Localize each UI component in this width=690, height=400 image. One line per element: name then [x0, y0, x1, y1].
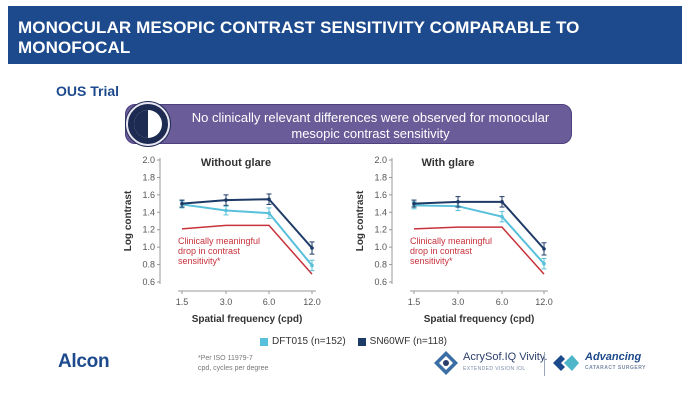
advancing-title: Advancing — [585, 351, 642, 363]
brand-divider — [544, 352, 545, 376]
chart1-sn60wf-point — [180, 201, 184, 206]
chart2-y-tick-label: 2.0 — [374, 155, 387, 165]
chart1-threshold-label-line: sensitivity* — [178, 256, 221, 266]
chart2-x-tick-label: 3.0 — [452, 297, 465, 307]
chart2-dft015-point — [542, 261, 546, 266]
lens-emblem-icon — [434, 351, 458, 375]
chart2-dft015-line — [413, 204, 545, 265]
legend-entry-dft015: DFT015 (n=152) — [260, 336, 346, 347]
chart2-threshold-line — [413, 226, 545, 275]
chart2-y-tick-label: 1.2 — [374, 225, 387, 235]
chart2-x-tick-label: 6.0 — [496, 297, 509, 307]
chart1-threshold-label: Clinically meaningful drop in contrast sen… — [178, 236, 260, 266]
acrysof-sub: EXTENDED VISION IOL — [463, 366, 526, 372]
chart2-threshold-label-line: Clinically meaningful — [410, 236, 492, 246]
chart2-threshold-label-line: sensitivity* — [410, 256, 453, 266]
chart2-sn60wf-line — [413, 200, 545, 250]
chart1-x-label: Spatial frequency (cpd) — [192, 314, 303, 325]
chart2-x-label: Spatial frequency (cpd) — [424, 314, 535, 325]
chart1-x-tick-label: 12.0 — [303, 297, 321, 307]
chart2-y-tick-label: 1.8 — [374, 172, 387, 182]
chart1-y-label: Log contrast — [123, 190, 134, 251]
chart2-y-tick-label: 0.6 — [374, 277, 387, 287]
chart2-sn60wf-point — [412, 201, 416, 206]
footnote-cpd: cpd, cycles per degree — [198, 365, 269, 372]
chart1-threshold-label-line: drop in contrast — [178, 246, 241, 256]
advancing-logo: Advancing CATARACT SURGERY — [551, 350, 646, 376]
chart2-dft015-point — [500, 214, 504, 219]
chart1-sn60wf-line — [181, 198, 313, 249]
chart2-x-tick-label: 12.0 — [535, 297, 553, 307]
chart1-x-tick-label: 1.5 — [176, 297, 189, 307]
chart1-threshold-label-line: Clinically meaningful — [178, 236, 260, 246]
acrysof-name: AcrySof.IQ Vivity. — [463, 351, 548, 363]
chart1-sn60wf-point — [224, 198, 228, 202]
chart1-dft015-point — [267, 211, 271, 215]
chart-legend: DFT015 (n=152) SN60WF (n=118) — [260, 336, 447, 347]
chart2-title: With glare — [421, 157, 474, 169]
footnote-iso: *Per ISO 11979-7 — [198, 355, 253, 362]
legend-entry-sn60wf: SN60WF (n=118) — [357, 336, 447, 347]
chart1-y-tick-label: 0.8 — [142, 260, 155, 270]
chart1-y-tick-label: 1.2 — [142, 225, 155, 235]
chart2-sn60wf-point — [456, 200, 460, 204]
chart2-threshold-label: Clinically meaningful drop in contrast sen… — [410, 236, 492, 266]
page-title: MONOCULAR MESOPIC CONTRAST SENSITIVITY C… — [18, 18, 580, 57]
chart2-y-tick-label: 1.4 — [374, 207, 387, 217]
conclusion-banner: No clinically relevant differences were … — [125, 104, 572, 144]
footnotes: *Per ISO 11979-7 cpd, cycles per degree — [198, 354, 268, 374]
chart1-y-tick-label: 1.6 — [142, 190, 155, 200]
chart1-y-tick-label: 0.6 — [142, 277, 155, 287]
legend-swatch-sn60wf — [357, 337, 366, 346]
chart1-dft015-point — [310, 263, 314, 268]
chart1-sn60wf-point — [267, 197, 271, 202]
chart2-threshold-label-line: drop in contrast — [410, 246, 473, 256]
trial-subtitle: OUS Trial — [56, 83, 120, 99]
advancing-emblem-icon — [553, 355, 579, 371]
chart1-y-tick-label: 1.4 — [142, 207, 155, 217]
advancing-sub: CATARACT SURGERY — [585, 365, 646, 371]
chart2-y-tick-label: 0.8 — [374, 260, 387, 270]
chart1-title: Without glare — [201, 157, 271, 169]
legend-label-dft015: DFT015 (n=152) — [272, 336, 346, 347]
chart1-y-tick-label: 1.0 — [142, 242, 155, 252]
chart1-sn60wf-point — [310, 246, 314, 250]
legend-swatch-dft015 — [260, 337, 268, 346]
legend-label-sn60wf: SN60WF (n=118) — [369, 336, 447, 347]
acrysof-logo: AcrySof.IQ Vivity. EXTENDED VISION IOL — [433, 350, 548, 376]
chart1-dft015-line — [181, 203, 313, 267]
half-moon-icon — [125, 101, 171, 147]
chart1-threshold-line — [181, 224, 313, 275]
banner-text: No clinically relevant differences were … — [191, 110, 550, 141]
chart1-y-tick-label: 2.0 — [142, 155, 155, 165]
chart2-sn60wf-point — [542, 247, 546, 251]
chart1-x-tick-label: 3.0 — [220, 297, 233, 307]
chart1-x-tick-label: 6.0 — [263, 297, 276, 307]
chart2-y-label: Log contrast — [355, 190, 366, 251]
alcon-logo: Alcon — [58, 351, 110, 372]
chart1-y-tick-label: 1.8 — [142, 172, 155, 182]
chart2-x-tick-label: 1.5 — [408, 297, 421, 307]
chart1-dft015-point — [224, 208, 228, 213]
chart2-y-tick-label: 1.0 — [374, 242, 387, 252]
chart2-y-tick-label: 1.6 — [374, 190, 387, 200]
chart2-sn60wf-point — [500, 200, 504, 204]
header-bar: MONOCULAR MESOPIC CONTRAST SENSITIVITY C… — [8, 6, 682, 64]
